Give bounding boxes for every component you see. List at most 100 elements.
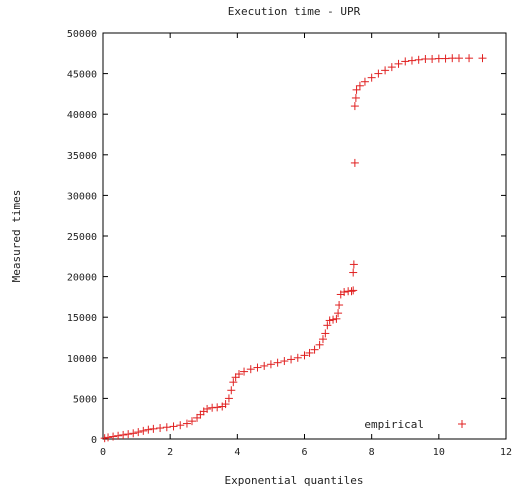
data-point: [176, 421, 185, 430]
data-point: [329, 315, 338, 324]
data-point: [119, 430, 128, 439]
data-point: [182, 419, 191, 428]
data-point: [139, 426, 148, 435]
y-tick-label: 0: [91, 435, 97, 446]
data-point: [323, 321, 332, 330]
data-point: [235, 370, 244, 379]
data-point: [229, 378, 238, 387]
data-point: [428, 54, 437, 63]
legend-label: empirical: [364, 418, 424, 431]
data-point: [213, 403, 222, 412]
data-point: [310, 345, 319, 354]
data-point: [193, 413, 202, 422]
data-point: [334, 309, 343, 318]
legend-marker: [458, 420, 466, 428]
data-point: [381, 66, 390, 75]
data-point: [374, 69, 383, 78]
data-point: [149, 424, 158, 433]
y-tick-label: 25000: [67, 232, 97, 243]
data-point: [414, 55, 423, 64]
x-tick-label: 0: [100, 447, 106, 458]
x-tick-label: 12: [500, 447, 512, 458]
data-point: [253, 363, 262, 372]
y-tick-label: 5000: [73, 394, 97, 405]
data-point: [224, 394, 233, 403]
y-tick-label: 30000: [67, 191, 97, 202]
y-axis-label: Measured times: [10, 190, 23, 283]
data-point: [305, 348, 314, 357]
data-point: [196, 410, 205, 419]
data-point: [387, 63, 396, 72]
data-point: [114, 431, 123, 440]
data-point: [293, 353, 302, 362]
chart-title: Execution time - UPR: [228, 5, 361, 18]
data-point: [156, 424, 165, 433]
data-point: [367, 73, 376, 82]
x-axis-label: Exponential quantiles: [224, 474, 363, 487]
data-point: [349, 286, 358, 295]
data-point: [240, 367, 249, 376]
x-tick-label: 10: [433, 447, 445, 458]
data-point: [169, 422, 178, 431]
data-point: [321, 329, 330, 338]
data-point: [350, 102, 359, 111]
data-point: [227, 386, 236, 395]
data-point: [109, 432, 118, 441]
y-tick-label: 15000: [67, 313, 97, 324]
data-point: [360, 77, 369, 86]
axis-ticks: 0 2 4 6 8 10 12 0 5000 10000 15000 20000 25000 30000 3…: [67, 29, 512, 458]
data-point: [129, 429, 138, 438]
data-point: [394, 59, 403, 68]
data-point: [421, 54, 430, 63]
y-tick-label: 10000: [67, 354, 97, 365]
data-point: [280, 357, 289, 366]
data-point: [340, 288, 349, 297]
data-point: [349, 268, 358, 277]
y-tick-label: 40000: [67, 110, 97, 121]
data-point: [335, 301, 344, 310]
data-point: [441, 54, 450, 63]
x-tick-label: 6: [301, 447, 307, 458]
y-tick-label: 50000: [67, 29, 97, 40]
x-tick-label: 4: [234, 447, 240, 458]
data-point: [144, 425, 153, 434]
plot-frame: [102, 32, 507, 440]
x-tick-label: 2: [167, 447, 173, 458]
data-point: [273, 358, 282, 367]
data-point: [351, 93, 360, 102]
legend: empirical: [364, 418, 466, 431]
data-point: [187, 417, 196, 426]
data-point: [124, 430, 133, 439]
data-point: [162, 423, 171, 432]
data-point: [221, 400, 230, 409]
data-point: [246, 365, 255, 374]
data-point: [478, 54, 487, 63]
data-point: [352, 85, 361, 94]
data-point: [287, 355, 296, 364]
data-point: [349, 260, 358, 269]
data-point: [104, 433, 113, 442]
data-point: [315, 340, 324, 349]
data-point: [434, 54, 443, 63]
data-point: [231, 373, 240, 382]
data-point: [260, 361, 269, 370]
data-point: [454, 54, 463, 63]
y-tick-label: 35000: [67, 151, 97, 162]
data-point: [318, 335, 327, 344]
data-point: [347, 287, 356, 296]
data-point: [100, 434, 109, 443]
data-point: [401, 57, 410, 66]
y-tick-label: 20000: [67, 273, 97, 284]
data-point: [350, 158, 359, 167]
data-point: [266, 360, 275, 369]
data-point: [203, 404, 212, 413]
y-tick-label: 45000: [67, 70, 97, 81]
data-points: [100, 54, 487, 443]
data-point: [355, 81, 364, 90]
legend-marker-plus: [458, 420, 466, 428]
data-point: [300, 351, 309, 360]
data-point: [134, 428, 143, 437]
data-point: [325, 316, 334, 325]
data-point: [407, 56, 416, 65]
